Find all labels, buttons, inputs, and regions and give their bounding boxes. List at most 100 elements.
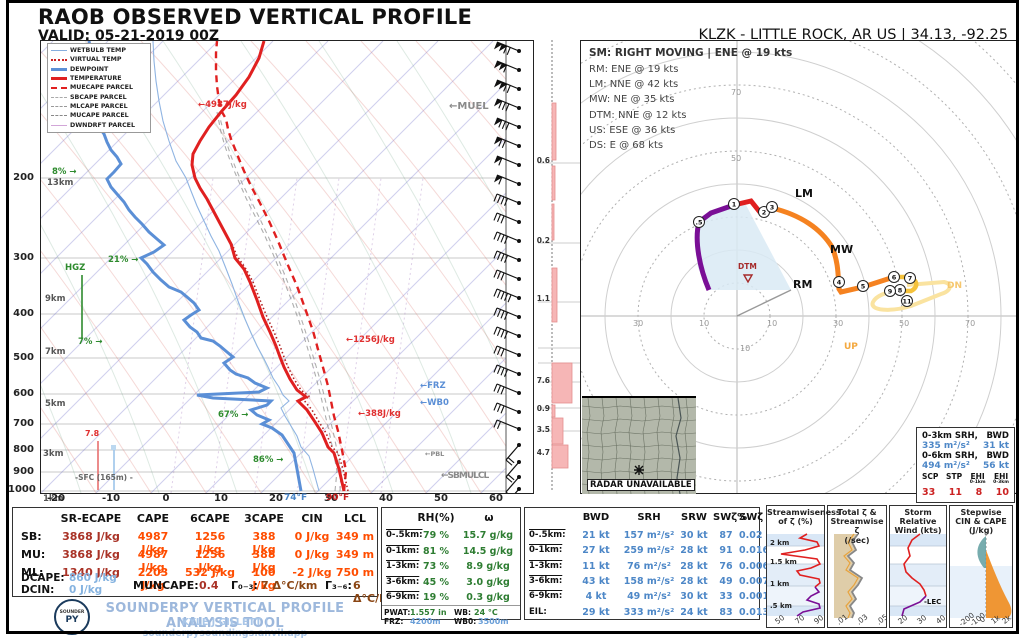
legend-swatch-muecape [51, 86, 67, 89]
dcape-label: DCAPE: [21, 572, 65, 584]
mw-label: MW [830, 243, 854, 256]
index-value: 33 [922, 487, 936, 498]
omega-value: 0.3 g/kg [466, 592, 510, 603]
mover-line: RM: ENE @ 19 kts [589, 64, 679, 75]
dewpoint-trace [87, 41, 303, 492]
dcin-label: DCIN: [21, 584, 55, 596]
kin-cell: 76 m²/s² [627, 560, 671, 572]
skewt-panel: WETBULB TEMP VIRTUAL TEMP DEWPOINT TEMPERAT… [40, 40, 534, 504]
legend-item: DWNDRFT PARCEL [51, 120, 147, 129]
dcape-value-label: 7.8 [85, 429, 100, 438]
thermo-row-label: ML: [21, 566, 44, 579]
height-label: 9km [45, 294, 66, 304]
legend-label: WETBULB TEMP [70, 47, 126, 55]
legend-swatch-temperature [51, 77, 67, 81]
kin-cell: 91 [719, 545, 733, 557]
kin-row-label: 1-3km: [529, 560, 563, 571]
height-label: 7km [45, 347, 66, 357]
thermo-cell: 349 m [335, 530, 375, 543]
legend-swatch-wetbulb [51, 50, 67, 52]
mini-panel-title: Stepwise CIN & CAPE (J/kg) [955, 508, 1007, 536]
height-label: 5km [45, 399, 66, 409]
legend-label: DWNDRFT PARCEL [70, 121, 136, 129]
kin-cell: 43 kt [582, 575, 610, 587]
legend-label: VIRTUAL TEMP [70, 56, 122, 64]
temperature-tick: 10 [214, 493, 228, 504]
muncape-value: 0.4 [199, 579, 219, 592]
thermo-cell: 1256 J/kg [194, 548, 226, 574]
svg-text:50: 50 [899, 319, 909, 328]
mover-line: DTM: NNE @ 12 kts [589, 109, 687, 121]
surface-temp-label: 90°F [326, 493, 350, 503]
mover-line: LM: NNE @ 42 kts [589, 79, 679, 91]
kin-header: SWζ [739, 512, 764, 523]
legend-item: WETBULB TEMP [51, 46, 147, 55]
index-header: EHI 0-1km [969, 472, 986, 485]
rh-annotation-86pct: 86% → [253, 455, 284, 465]
wb0-value: 3500m [478, 617, 509, 626]
svg-text:30: 30 [633, 319, 643, 328]
srh03-label: 0-3km SRH, [922, 431, 978, 441]
thermo-cell: 1340 J/kg [62, 566, 120, 579]
kin-cell: 333 m²/s² [623, 606, 675, 618]
svg-text:1: 1 [732, 201, 737, 209]
rh-annotation-7pct: 7% → [78, 337, 103, 347]
svg-text:10: 10 [699, 319, 709, 328]
mini-y-label: 1 km [770, 580, 790, 588]
cape3-annotation: ←388J/kg [358, 409, 401, 419]
legend-swatch-virtual [51, 58, 67, 61]
kinematics-table: BWD SRH SRW SWζ% SWζ 0-.5km: 21 kt 157 m²/s² 30 … [524, 507, 770, 620]
kin-row-label: 0-1km: [529, 545, 563, 556]
kin-header: SRH [637, 512, 661, 523]
kin-header: BWD [582, 512, 610, 523]
mini-y-label: 1.5 km [770, 558, 797, 566]
aux-profile-column: 0.6 0.2 1.1 7.6 0.9 3.5 4.7 [534, 40, 580, 492]
kin-cell: 21 kt [582, 530, 610, 541]
kin-cell: 259 m²/s² [623, 545, 675, 557]
dtm-marker [742, 274, 754, 284]
mini-y-label: 2 km [770, 539, 790, 547]
temperature-tick: 40 [379, 493, 393, 504]
rh-annotation-8pct: 8% → [52, 167, 77, 177]
rh-row-label: 0-1km: [386, 545, 420, 556]
wb0-label: WB0: [454, 617, 477, 626]
kin-cell: 49 [719, 575, 733, 587]
wb0-annotation: ←WB0 [420, 398, 449, 408]
gamma03-value: 7 Δ°C/km [261, 579, 318, 592]
streamwiseness-panel: Streamwiseness of ζ (%) 50 70 90 2 km 1.5 km 1… [766, 505, 841, 628]
temperature-tick: 50 [434, 493, 448, 504]
thermo-header: CAPE [136, 512, 170, 525]
svg-text:2: 2 [762, 209, 767, 217]
srh06-label: 0-6km SRH, [922, 451, 978, 461]
rm-label: RM [793, 278, 813, 291]
thermo-cell: 532 J/kg [184, 566, 236, 579]
temperature-tick: 30 [324, 493, 338, 504]
temperature-tick: -10 [101, 493, 121, 504]
legend-label: MUCAPE PARCEL [70, 112, 129, 120]
muecape-parcel-trace [214, 41, 348, 492]
kin-cell: 83 [719, 606, 733, 618]
muel-annotation: ←MUEL [449, 101, 489, 112]
legend-item: VIRTUAL TEMP [51, 55, 147, 64]
thermo-row: SB: 3868 J/kg 4987 J/kg 1256 J/kg 388 J/kg 0 … [13, 530, 377, 556]
legend-label: SBCAPE PARCEL [70, 93, 127, 101]
thermo-cell: 750 m [335, 566, 375, 579]
thermo-cell: 4987 J/kg [137, 548, 169, 574]
rh-header: RH(%) [417, 512, 455, 524]
pbl-annotation: ←PBL [425, 450, 445, 458]
lec-annotation: -LEC [924, 598, 942, 606]
kin-cell: 11 kt [582, 560, 610, 572]
svg-text:50: 50 [731, 154, 741, 163]
mover-line: MW: NE @ 35 kts [589, 94, 675, 106]
pressure-tick: 600 [13, 388, 34, 399]
kin-cell: 0.013 [739, 606, 770, 618]
logo-text-bottom: PY [65, 614, 79, 625]
footer-subtitle: KYLE J GILLETT | sounderpysoundings.anvi… [142, 617, 308, 639]
thermo-cell: 349 m [335, 548, 375, 561]
kin-row-label: 6-9km: [529, 591, 563, 602]
aux-bar-value: 0.2 [536, 236, 550, 245]
svg-text:4: 4 [837, 279, 842, 287]
aux-bar-value: 1.1 [536, 294, 550, 303]
rh-value: 19 % [422, 592, 450, 603]
rh-annotation-67pct: 67% → [218, 410, 249, 420]
